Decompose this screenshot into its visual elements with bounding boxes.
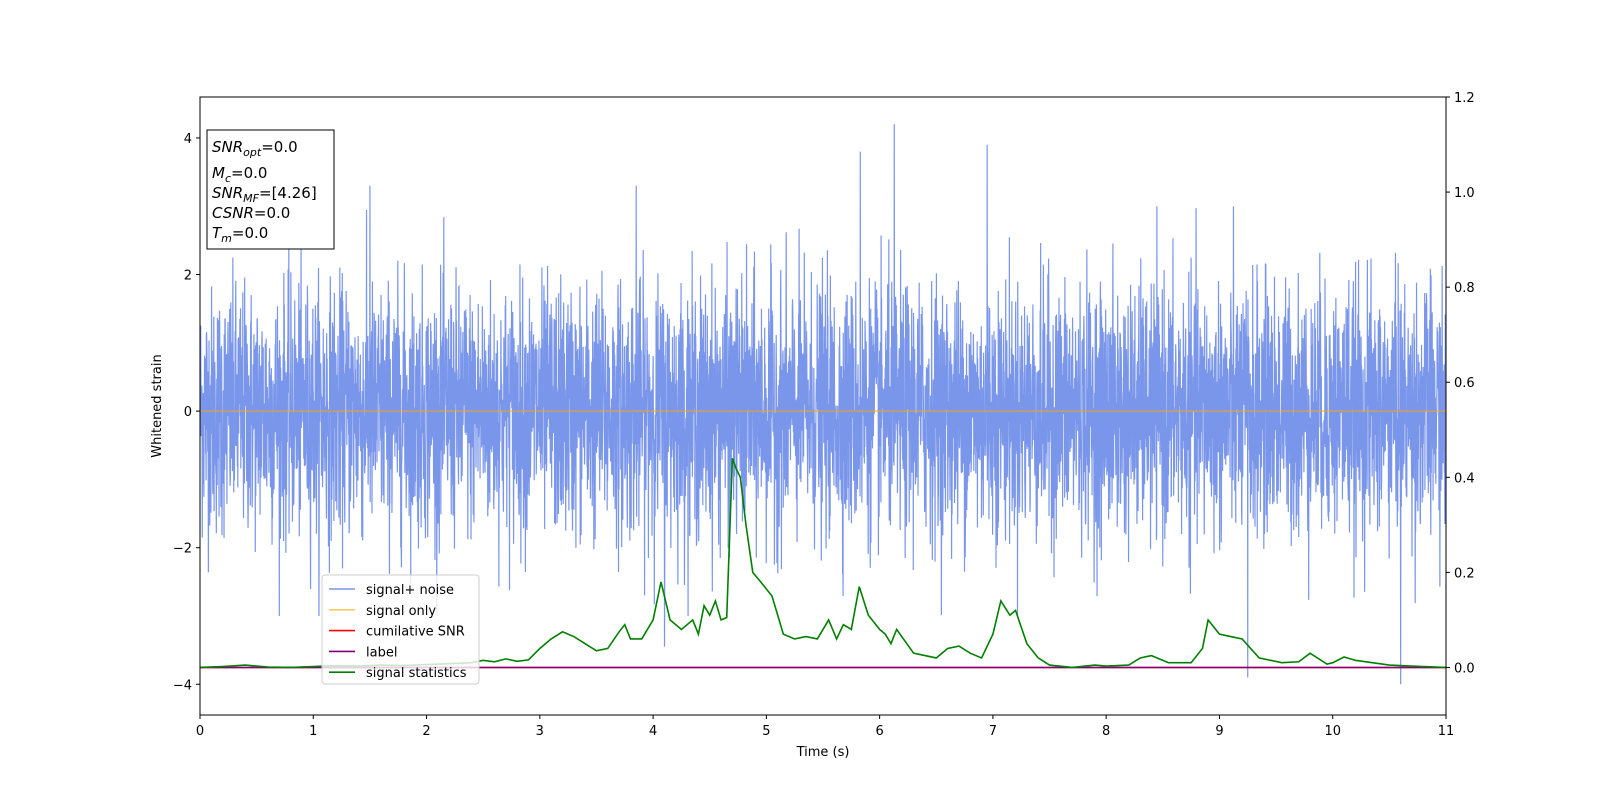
x-tick-label: 2 <box>422 724 430 739</box>
info-snr-mf: SNRMF=[4.26] <box>212 184 317 205</box>
series-signal-statistics <box>200 458 1446 669</box>
info-mc: Mc=0.0 <box>212 164 267 185</box>
y2-tick-label: 0.2 <box>1454 566 1475 581</box>
x-tick-label: 0 <box>196 724 204 739</box>
y-tick-label: 2 <box>184 269 192 284</box>
x-tick-label: 1 <box>309 724 317 739</box>
y-tick-label: −2 <box>173 542 192 557</box>
info-snr-opt: SNRopt=0.0 <box>212 138 298 159</box>
x-tick-label: 10 <box>1324 724 1341 739</box>
y2-tick-label: 1.2 <box>1454 91 1475 106</box>
y-tick-label: 0 <box>184 405 192 420</box>
y-tick-label: 4 <box>184 132 192 147</box>
legend-frame <box>321 574 480 685</box>
legend-label-label: label <box>366 645 397 660</box>
info-box: SNRopt=0.0 Mc=0.0 SNRMF=[4.26] CSNR=0.0 … <box>206 129 335 250</box>
legend-label-signal-noise: signal+ noise <box>366 583 454 598</box>
series-signal-noise <box>200 124 1446 685</box>
y2-tick-label: 0.0 <box>1454 661 1475 676</box>
x-tick-label: 11 <box>1438 724 1455 739</box>
info-box-frame <box>206 129 335 250</box>
x-tick-label: 6 <box>875 724 883 739</box>
x-tick-label: 3 <box>536 724 544 739</box>
y2-tick-label: 0.6 <box>1454 376 1475 391</box>
info-tm: Tm=0.0 <box>212 224 268 245</box>
x-tick-label: 4 <box>649 724 657 739</box>
info-csnr: CSNR=0.0 <box>212 204 290 222</box>
y2-tick-label: 0.8 <box>1454 281 1475 296</box>
x-axis-label: Time (s) <box>796 745 850 760</box>
y2-tick-label: 0.4 <box>1454 471 1475 486</box>
y2-tick-label: 1.0 <box>1454 186 1475 201</box>
legend-label-cumilative-snr: cumilative SNR <box>366 625 465 640</box>
axes-frame <box>199 96 1447 716</box>
y-axis-label: Whitened strain <box>150 354 165 457</box>
x-axis: 0 1 2 3 4 5 6 7 8 9 10 11 <box>196 715 1454 739</box>
legend: signal+ noise signal only cumilative SNR la… <box>321 574 480 685</box>
y-axis-left: −4 −2 0 2 4 <box>173 132 200 693</box>
x-tick-label: 9 <box>1215 724 1223 739</box>
legend-label-signal-statistics: signal statistics <box>366 666 467 681</box>
legend-items: signal+ noise signal only cumilative SNR la… <box>329 583 467 681</box>
legend-label-signal-only: signal only <box>366 604 436 619</box>
x-tick-label: 5 <box>762 724 770 739</box>
x-tick-label: 8 <box>1102 724 1110 739</box>
y-axis-right: 0.0 0.2 0.4 0.6 0.8 1.0 1.2 <box>1446 91 1475 676</box>
x-tick-label: 7 <box>989 724 997 739</box>
y-tick-label: −4 <box>173 678 192 693</box>
